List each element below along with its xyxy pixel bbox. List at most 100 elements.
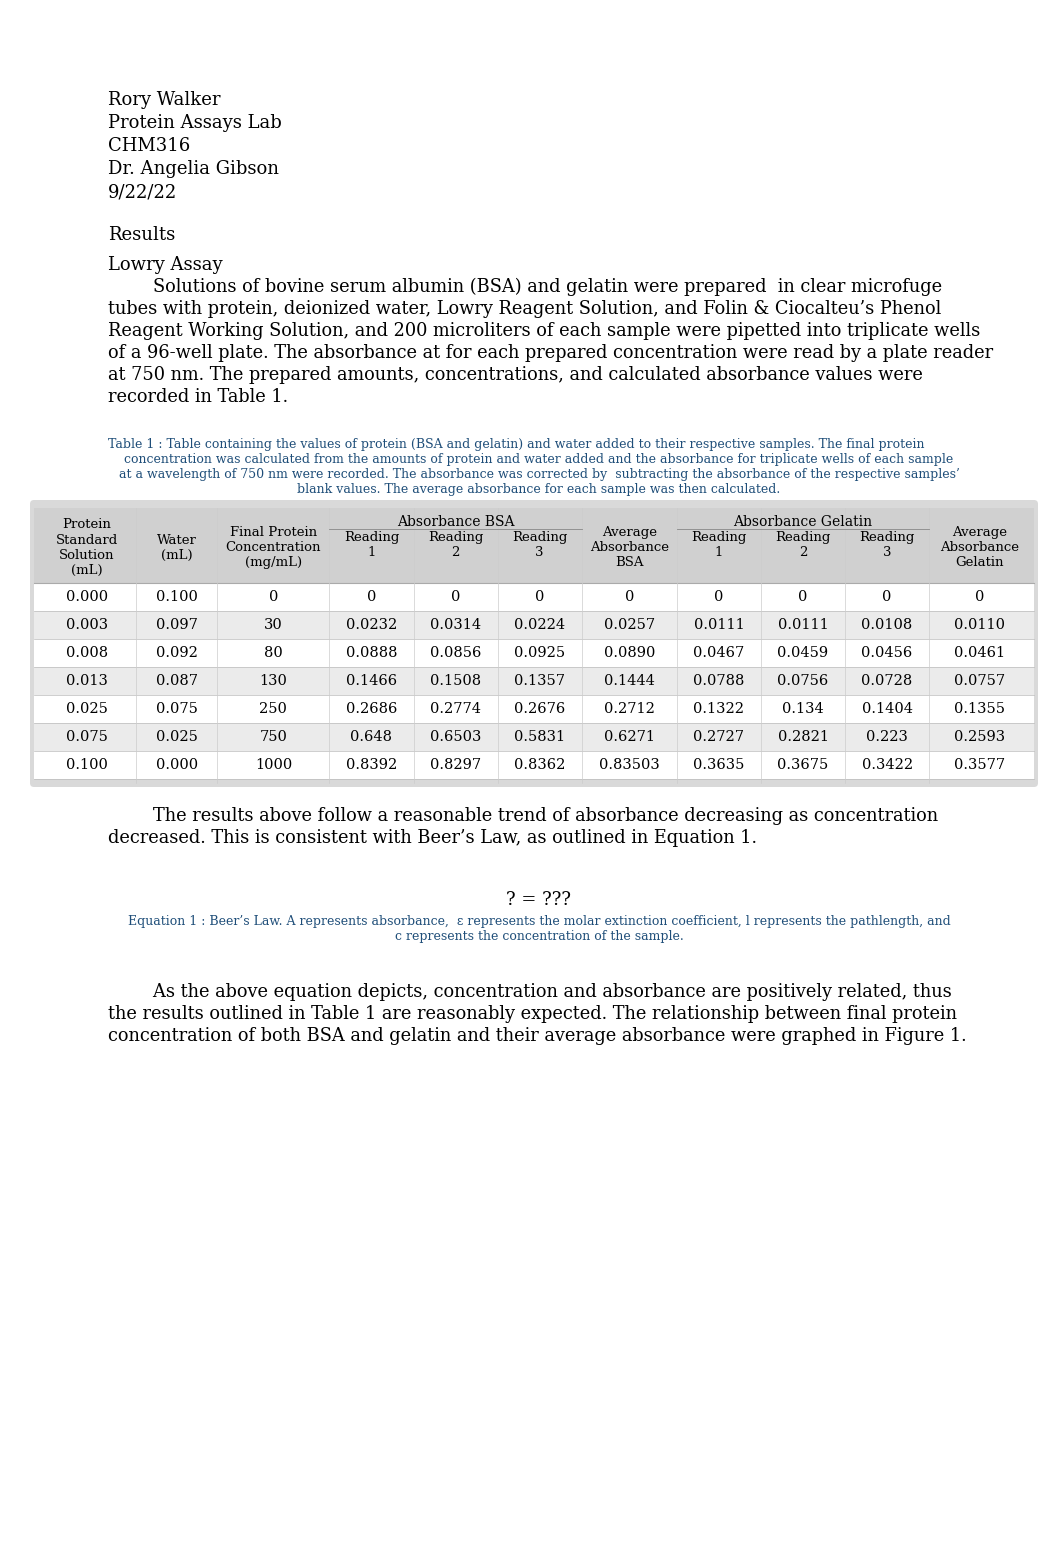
Bar — [34, 667, 1034, 695]
Text: 0.2821: 0.2821 — [777, 731, 828, 745]
Text: 0.5831: 0.5831 — [514, 731, 565, 745]
Text: c represents the concentration of the sample.: c represents the concentration of the sa… — [395, 930, 683, 943]
Text: 0: 0 — [715, 590, 723, 604]
Text: Reading
1: Reading 1 — [691, 531, 747, 559]
Text: 0.0888: 0.0888 — [346, 646, 397, 660]
Text: Average
Absorbance
Gelatin: Average Absorbance Gelatin — [940, 526, 1020, 570]
Text: Reading
1: Reading 1 — [344, 531, 399, 559]
Text: of a 96-well plate. The absorbance at for each prepared concentration were read : of a 96-well plate. The absorbance at fo… — [108, 343, 993, 362]
Text: 30: 30 — [264, 618, 282, 632]
Text: 0.3675: 0.3675 — [777, 759, 828, 773]
Text: 0.0314: 0.0314 — [430, 618, 481, 632]
Text: 0.2676: 0.2676 — [514, 702, 565, 716]
Text: 0.2727: 0.2727 — [693, 731, 744, 745]
Text: 0.2686: 0.2686 — [346, 702, 397, 716]
Text: 0.0788: 0.0788 — [693, 674, 744, 688]
Text: 1000: 1000 — [255, 759, 292, 773]
Text: 9/22/22: 9/22/22 — [108, 183, 177, 201]
Text: 0.3422: 0.3422 — [861, 759, 912, 773]
Text: 130: 130 — [259, 674, 288, 688]
Text: 0.0728: 0.0728 — [861, 674, 912, 688]
Text: 0.0856: 0.0856 — [430, 646, 481, 660]
Text: 0.025: 0.025 — [156, 731, 198, 745]
Text: 0.0108: 0.0108 — [861, 618, 912, 632]
Text: 0: 0 — [624, 590, 634, 604]
Text: 0.0756: 0.0756 — [777, 674, 828, 688]
Text: 0: 0 — [799, 590, 808, 604]
Text: 0.3577: 0.3577 — [954, 759, 1005, 773]
Text: Final Protein
Concentration
(mg/mL): Final Protein Concentration (mg/mL) — [225, 526, 321, 570]
Text: 0.025: 0.025 — [66, 702, 108, 716]
Text: tubes with protein, deionized water, Lowry Reagent Solution, and Folin & Ciocalt: tubes with protein, deionized water, Low… — [108, 300, 941, 318]
Text: 0.075: 0.075 — [156, 702, 198, 716]
Text: 0.0925: 0.0925 — [514, 646, 565, 660]
Text: 0.0111: 0.0111 — [777, 618, 828, 632]
Text: Water
(mL): Water (mL) — [157, 534, 196, 562]
Text: recorded in Table 1.: recorded in Table 1. — [108, 389, 288, 406]
Text: 750: 750 — [259, 731, 288, 745]
FancyBboxPatch shape — [30, 500, 1038, 787]
Text: 0.134: 0.134 — [782, 702, 824, 716]
Text: Table 1 : Table containing the values of protein (BSA and gelatin) and water add: Table 1 : Table containing the values of… — [108, 439, 925, 451]
Text: Reading
2: Reading 2 — [428, 531, 483, 559]
Text: 0.0890: 0.0890 — [603, 646, 655, 660]
Text: 0.8297: 0.8297 — [430, 759, 481, 773]
Text: 0.83503: 0.83503 — [599, 759, 660, 773]
Text: 0.092: 0.092 — [156, 646, 198, 660]
Text: 0.0456: 0.0456 — [861, 646, 912, 660]
Text: at 750 nm. The prepared amounts, concentrations, and calculated absorbance value: at 750 nm. The prepared amounts, concent… — [108, 365, 923, 384]
Text: 0.0459: 0.0459 — [777, 646, 828, 660]
Text: 0.0111: 0.0111 — [693, 618, 744, 632]
Text: 0.000: 0.000 — [66, 590, 108, 604]
Text: 0: 0 — [366, 590, 376, 604]
Text: concentration was calculated from the amounts of protein and water added and the: concentration was calculated from the am… — [124, 453, 954, 467]
Text: Dr. Angelia Gibson: Dr. Angelia Gibson — [108, 159, 279, 178]
Text: 0.0110: 0.0110 — [954, 618, 1005, 632]
Text: 0: 0 — [975, 590, 984, 604]
Text: 0: 0 — [451, 590, 460, 604]
Bar — [34, 723, 1034, 751]
Text: 0.003: 0.003 — [66, 618, 108, 632]
Text: Average
Absorbance
BSA: Average Absorbance BSA — [589, 526, 669, 570]
Text: Reading
3: Reading 3 — [859, 531, 914, 559]
Text: 0.100: 0.100 — [66, 759, 108, 773]
Text: Protein Assays Lab: Protein Assays Lab — [108, 114, 281, 133]
Text: 0.1355: 0.1355 — [954, 702, 1005, 716]
Text: 0.097: 0.097 — [156, 618, 198, 632]
Bar — [34, 779, 1034, 784]
Text: Protein
Standard
Solution
(mL): Protein Standard Solution (mL) — [56, 518, 118, 576]
Bar — [34, 638, 1034, 667]
Text: 0.000: 0.000 — [156, 759, 198, 773]
Text: 0.2593: 0.2593 — [954, 731, 1005, 745]
Text: 0.075: 0.075 — [66, 731, 108, 745]
Text: 80: 80 — [264, 646, 282, 660]
Bar — [34, 610, 1034, 638]
Text: 0.8392: 0.8392 — [346, 759, 397, 773]
Text: As the above equation depicts, concentration and absorbance are positively relat: As the above equation depicts, concentra… — [108, 983, 952, 1001]
Text: 0.2712: 0.2712 — [604, 702, 654, 716]
Text: Absorbance Gelatin: Absorbance Gelatin — [734, 515, 873, 529]
Text: 0.1404: 0.1404 — [861, 702, 912, 716]
Text: 0.008: 0.008 — [66, 646, 108, 660]
Text: decreased. This is consistent with Beer’s Law, as outlined in Equation 1.: decreased. This is consistent with Beer’… — [108, 829, 757, 848]
Text: Rory Walker: Rory Walker — [108, 91, 221, 109]
Text: 0.648: 0.648 — [350, 731, 393, 745]
Text: 0.1322: 0.1322 — [693, 702, 744, 716]
Text: blank values. The average absorbance for each sample was then calculated.: blank values. The average absorbance for… — [297, 482, 781, 496]
Text: 0.0232: 0.0232 — [346, 618, 397, 632]
Text: 0.0224: 0.0224 — [514, 618, 565, 632]
Text: 0.1444: 0.1444 — [604, 674, 654, 688]
Text: 0.8362: 0.8362 — [514, 759, 565, 773]
Text: Results: Results — [108, 226, 175, 244]
Text: concentration of both BSA and gelatin and their average absorbance were graphed : concentration of both BSA and gelatin an… — [108, 1027, 966, 1044]
Text: Absorbance BSA: Absorbance BSA — [397, 515, 514, 529]
Text: 0: 0 — [883, 590, 892, 604]
Text: 0.1466: 0.1466 — [346, 674, 397, 688]
Text: 0.3635: 0.3635 — [693, 759, 744, 773]
Text: 0.0757: 0.0757 — [954, 674, 1005, 688]
Text: 0.013: 0.013 — [66, 674, 108, 688]
Text: Equation 1 : Beer’s Law. A represents absorbance,  ε represents the molar extinc: Equation 1 : Beer’s Law. A represents ab… — [127, 915, 950, 927]
Text: 0.223: 0.223 — [867, 731, 908, 745]
Text: 0.0467: 0.0467 — [693, 646, 744, 660]
Text: the results outlined in Table 1 are reasonably expected. The relationship betwee: the results outlined in Table 1 are reas… — [108, 1005, 957, 1022]
